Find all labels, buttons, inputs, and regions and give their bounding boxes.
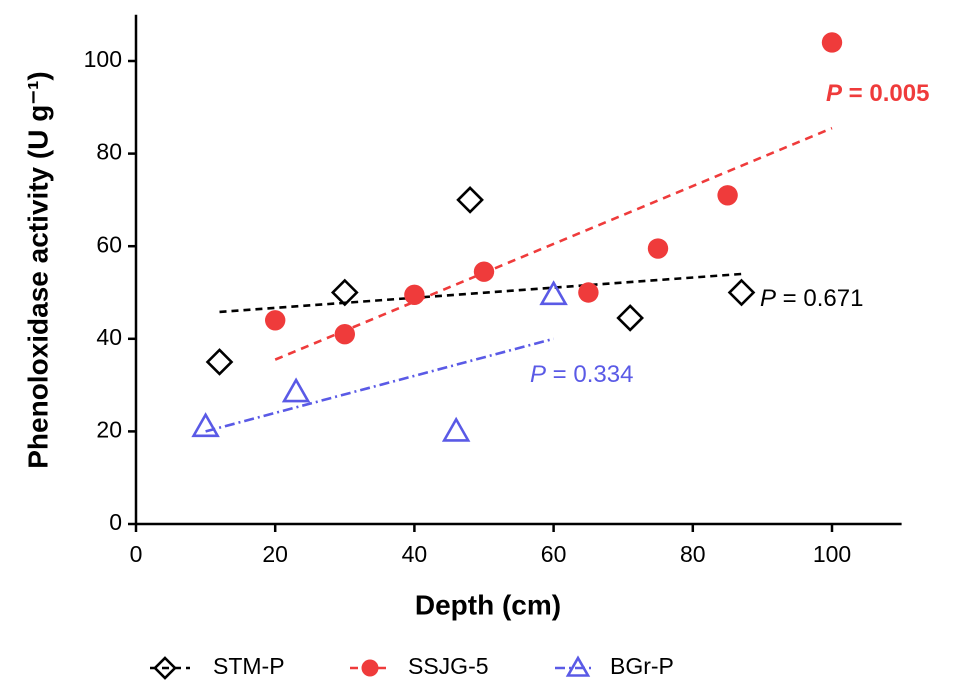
y-axis-label: Phenoloxidase activity (U g⁻¹)	[22, 71, 53, 469]
point	[191, 412, 220, 438]
x-tick-label: 80	[680, 541, 706, 567]
trend-line	[219, 272, 742, 314]
p-symbol: P	[826, 80, 843, 107]
point	[441, 416, 471, 442]
p-symbol: P	[530, 361, 546, 388]
y-tick-label: 40	[96, 324, 122, 350]
p-text: = 0.671	[776, 285, 863, 312]
x-axis-label: Depth (cm)	[415, 589, 561, 620]
point	[281, 377, 311, 403]
y-tick-label: 0	[109, 509, 122, 535]
point	[616, 304, 644, 332]
p-symbol: P	[760, 285, 776, 312]
legend-marker	[361, 659, 379, 677]
y-tick-label: 60	[96, 231, 122, 257]
p-value-annotation: P = 0.005	[826, 80, 929, 107]
legend-label: STM-P	[213, 653, 285, 679]
trend-line	[205, 337, 554, 433]
point	[205, 348, 234, 376]
p-text: = 0.334	[546, 361, 633, 388]
p-value-annotation: P = 0.334	[530, 361, 633, 388]
p-text: = 0.005	[842, 80, 929, 107]
legend-marker	[565, 655, 591, 677]
point	[578, 282, 599, 303]
legend-label: SSJG-5	[408, 653, 489, 679]
y-tick-label: 80	[96, 139, 122, 165]
point	[821, 32, 843, 53]
trend-line	[274, 126, 833, 361]
point	[539, 280, 568, 306]
x-tick-label: 0	[130, 541, 143, 567]
legend-marker	[153, 656, 177, 680]
point	[330, 278, 359, 307]
legend-label: BGr-P	[610, 653, 674, 679]
x-tick-label: 100	[813, 541, 851, 567]
y-tick-label: 100	[84, 46, 122, 72]
p-value-annotation: P = 0.671	[760, 285, 863, 312]
point	[647, 238, 669, 259]
point	[727, 278, 756, 307]
point	[456, 186, 484, 214]
point	[473, 261, 495, 282]
y-tick-label: 20	[96, 416, 122, 442]
point	[717, 185, 738, 206]
x-tick-label: 20	[262, 541, 288, 567]
x-tick-label: 40	[402, 541, 428, 567]
point	[334, 323, 355, 345]
point	[265, 310, 286, 331]
x-tick-label: 60	[541, 541, 567, 567]
point	[404, 284, 425, 306]
